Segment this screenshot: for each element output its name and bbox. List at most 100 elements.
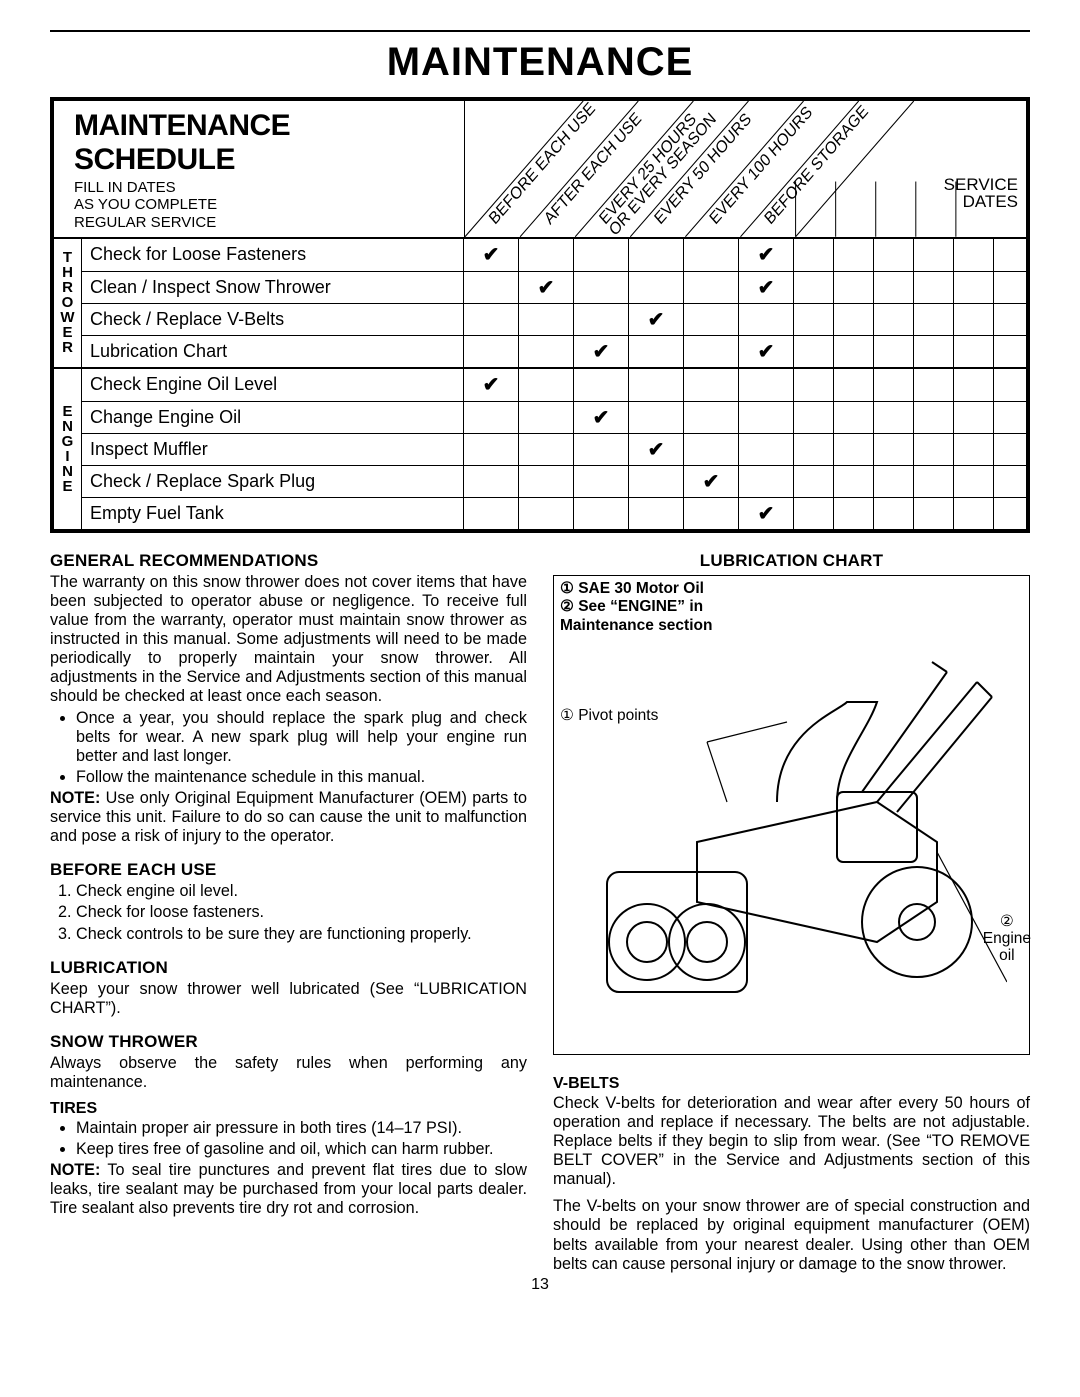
service-date-cell[interactable] (914, 369, 954, 401)
service-date-cell[interactable] (874, 402, 914, 433)
service-date-cell[interactable] (954, 402, 994, 433)
interval-cell (464, 336, 519, 367)
interval-cell (464, 402, 519, 433)
service-date-cell[interactable] (874, 239, 914, 271)
interval-cell (574, 272, 629, 303)
interval-cell (574, 466, 629, 497)
service-date-cell[interactable] (834, 402, 874, 433)
service-date-cell[interactable] (794, 434, 834, 465)
diagonal-labels-svg: BEFORE EACH USE AFTER EACH USE EVERY 25 … (465, 101, 1026, 237)
interval-cell (574, 369, 629, 401)
interval-cell (519, 434, 574, 465)
service-date-cell[interactable] (874, 272, 914, 303)
service-date-cell[interactable] (794, 336, 834, 367)
service-date-cell[interactable] (834, 498, 874, 529)
snow-thrower-heading: SNOW THROWER (50, 1032, 527, 1052)
snow-thrower-illustration (577, 642, 1007, 1032)
general-recommendations-body: The warranty on this snow thrower does n… (50, 573, 527, 707)
interval-cell: ✔ (464, 239, 519, 271)
before-each-use-heading: BEFORE EACH USE (50, 860, 527, 880)
interval-cell: ✔ (739, 239, 794, 271)
service-date-cell[interactable] (834, 239, 874, 271)
tires-bullets: Maintain proper air pressure in both tir… (50, 1119, 527, 1159)
interval-cell (464, 498, 519, 529)
service-date-cell[interactable] (914, 239, 954, 271)
service-date-cell[interactable] (954, 336, 994, 367)
service-date-cell[interactable] (834, 304, 874, 335)
page-title: MAINTENANCE (50, 40, 1030, 85)
interval-cell: ✔ (739, 336, 794, 367)
service-date-cell[interactable] (834, 466, 874, 497)
service-date-cell[interactable] (874, 466, 914, 497)
interval-cell: ✔ (739, 498, 794, 529)
interval-cell: ✔ (574, 402, 629, 433)
general-recommendations-heading: GENERAL RECOMMENDATIONS (50, 551, 527, 571)
before-use-item: Check for loose fasteners. (76, 903, 527, 922)
lubrication-chart-box: ① SAE 30 Motor Oil ② See “ENGINE” in Mai… (553, 575, 1030, 1055)
general-note: NOTE: Use only Original Equipment Manufa… (50, 789, 527, 846)
service-date-cell[interactable] (834, 434, 874, 465)
service-date-cell[interactable] (874, 304, 914, 335)
service-date-cell[interactable] (954, 239, 994, 271)
lubrication-chart-heading: LUBRICATION CHART (553, 551, 1030, 571)
service-date-cell[interactable] (874, 369, 914, 401)
service-date-cell[interactable] (794, 304, 834, 335)
interval-cell (629, 369, 684, 401)
service-date-cell[interactable] (874, 498, 914, 529)
category-label: ENGINE (54, 369, 82, 529)
service-date-cell[interactable] (794, 272, 834, 303)
schedule-row: Change Engine Oil ✔ (82, 401, 1026, 433)
service-date-cell[interactable] (954, 498, 994, 529)
tires-note: NOTE: To seal tire punctures and prevent… (50, 1161, 527, 1218)
service-date-cell[interactable] (794, 239, 834, 271)
body-columns: GENERAL RECOMMENDATIONS The warranty on … (50, 551, 1030, 1276)
service-date-cell[interactable] (794, 402, 834, 433)
service-date-cell[interactable] (914, 304, 954, 335)
service-date-cell[interactable] (834, 369, 874, 401)
service-date-cell[interactable] (954, 466, 994, 497)
interval-cell (629, 498, 684, 529)
task-cell: Lubrication Chart (82, 336, 464, 367)
service-date-cell[interactable] (914, 336, 954, 367)
service-date-cell[interactable] (914, 466, 954, 497)
col-before-each-use: BEFORE EACH USE (486, 101, 599, 228)
service-date-cell[interactable] (954, 369, 994, 401)
service-date-cell[interactable] (834, 272, 874, 303)
interval-cell (739, 434, 794, 465)
service-date-cell[interactable] (954, 304, 994, 335)
task-cell: Change Engine Oil (82, 402, 464, 433)
service-date-cell[interactable] (874, 434, 914, 465)
service-date-cell[interactable] (954, 434, 994, 465)
interval-cell (629, 336, 684, 367)
interval-cell (739, 369, 794, 401)
service-date-cell[interactable] (914, 498, 954, 529)
service-date-cell[interactable] (834, 336, 874, 367)
service-dates-label: SERVICE DATES (944, 176, 1018, 210)
interval-cell (629, 466, 684, 497)
vbelts-subheading: V-BELTS (553, 1075, 1030, 1093)
category-label: THROWER (54, 239, 82, 367)
right-column: LUBRICATION CHART ① SAE 30 Motor Oil ② S… (553, 551, 1030, 1276)
interval-cell: ✔ (739, 272, 794, 303)
service-date-cell[interactable] (794, 466, 834, 497)
service-date-cell[interactable] (914, 402, 954, 433)
service-date-cell[interactable] (914, 272, 954, 303)
legend-1: ① SAE 30 Motor Oil (560, 580, 1023, 599)
service-date-cell[interactable] (794, 498, 834, 529)
col-before-storage: BEFORE STORAGE (761, 102, 871, 229)
schedule-row: Inspect Muffler✔ (82, 433, 1026, 465)
schedule-columns-header: BEFORE EACH USE AFTER EACH USE EVERY 25 … (464, 101, 1026, 237)
interval-cell (574, 498, 629, 529)
general-bullet-item: Once a year, you should replace the spar… (76, 709, 527, 766)
interval-cell (519, 304, 574, 335)
engine-oil-label: ② Engine oil (983, 913, 1031, 964)
service-date-cell[interactable] (874, 336, 914, 367)
task-cell: Check Engine Oil Level (82, 369, 464, 401)
service-date-cell[interactable] (914, 434, 954, 465)
service-date-cell[interactable] (794, 369, 834, 401)
schedule-title: MAINTENANCE SCHEDULE (74, 109, 454, 177)
service-date-cell[interactable] (954, 272, 994, 303)
vbelts-p1: Check V-belts for deterioration and wear… (553, 1094, 1030, 1190)
schedule-row: Empty Fuel Tank✔ (82, 497, 1026, 529)
interval-cell (464, 434, 519, 465)
